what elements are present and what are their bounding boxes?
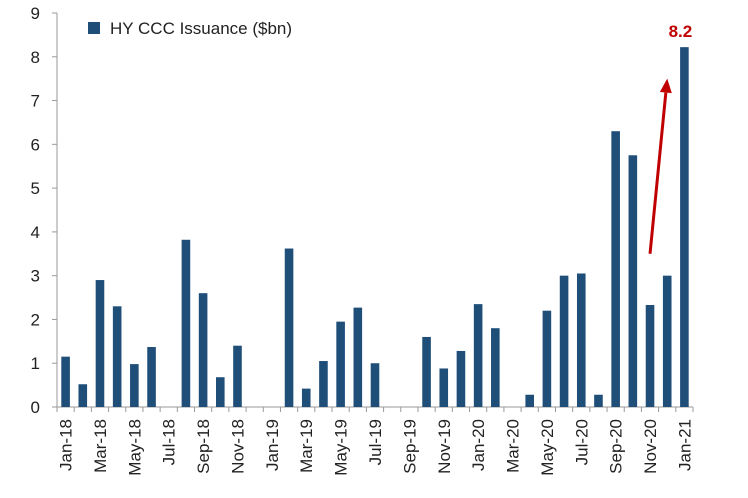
- bar-jul-20: [576, 273, 586, 407]
- x-tick-label: Nov-20: [641, 419, 660, 474]
- bar-may-18: [130, 364, 139, 407]
- y-tick-label: 2: [31, 310, 40, 329]
- bar-jan-21: [680, 47, 689, 407]
- bar-oct-18: [216, 377, 225, 407]
- y-tick-label: 8: [31, 48, 40, 67]
- y-tick-label: 7: [31, 92, 40, 111]
- y-tick-label: 5: [31, 179, 40, 198]
- bar-apr-19: [319, 361, 328, 407]
- y-tick-label: 0: [31, 398, 40, 417]
- bar-nov-20: [645, 304, 655, 407]
- annotation: 8.2: [648, 22, 693, 254]
- x-tick-label: Jul-19: [366, 419, 385, 465]
- bar-jan-20: [473, 304, 483, 407]
- bars: [61, 47, 689, 407]
- bar-sep-20: [611, 131, 620, 407]
- x-tick-label: Nov-19: [435, 419, 454, 474]
- x-tick-label: Mar-19: [297, 419, 316, 473]
- x-axis: Jan-18 Mar-18 May-18 Jul-18 Sep-18 Nov-18 Jan-…: [56, 406, 694, 476]
- legend-label: HY CCC Issuance ($bn): [110, 19, 292, 38]
- x-tick-label: May-20: [538, 419, 557, 476]
- bar-feb-19: [284, 248, 294, 407]
- x-tick-label: Jan-19: [263, 419, 282, 471]
- x-tick-label: Sep-18: [194, 419, 213, 474]
- bar-feb-18: [78, 384, 88, 407]
- x-tick-label: May-18: [125, 419, 144, 476]
- x-tick-label: Jan-20: [469, 419, 488, 471]
- legend: HY CCC Issuance ($bn): [88, 19, 292, 38]
- x-tick-label: Jan-18: [57, 419, 76, 471]
- y-tick-label: 6: [31, 135, 40, 154]
- x-tick-label: Nov-18: [228, 419, 247, 474]
- bar-oct-19: [422, 336, 431, 407]
- x-tick-label: Mar-20: [504, 419, 523, 473]
- x-tick-label: Jan-21: [675, 419, 694, 471]
- annotation-label: 8.2: [669, 22, 693, 41]
- bar-may-19: [336, 321, 345, 407]
- bar-aug-20: [594, 394, 603, 407]
- x-tick-label: Sep-19: [400, 419, 419, 474]
- annotation-arrow: [648, 92, 668, 254]
- bar-sep-18: [198, 293, 208, 407]
- bar-feb-20: [491, 328, 500, 407]
- x-tick-label: Jul-20: [572, 419, 591, 465]
- x-tick-label: Sep-20: [607, 419, 626, 474]
- legend-swatch: [88, 22, 100, 34]
- bar-mar-18: [95, 280, 105, 407]
- annotation-arrowhead: [659, 78, 672, 94]
- bar-dec-19: [456, 350, 466, 407]
- bar-jul-19: [370, 363, 380, 407]
- bar-aug-18: [181, 239, 191, 407]
- x-tick-label: Jul-18: [160, 419, 179, 465]
- y-axis: 0 1 2 3 4 5 6 7 8 9: [31, 4, 58, 417]
- bar-jan-18: [61, 356, 70, 407]
- bar-mar-19: [301, 388, 311, 407]
- bar-apr-20: [525, 394, 534, 407]
- y-tick-label: 3: [31, 267, 40, 286]
- bar-dec-20: [662, 275, 672, 407]
- bar-oct-20: [628, 155, 638, 407]
- bar-jun-18: [147, 347, 156, 407]
- x-tick-label: May-19: [332, 419, 351, 476]
- x-tick-label: Mar-18: [91, 419, 110, 473]
- bar-may-20: [542, 310, 552, 407]
- bar-apr-18: [112, 306, 122, 407]
- bar-jun-19: [353, 307, 363, 407]
- y-tick-label: 4: [31, 223, 40, 242]
- y-tick-label: 9: [31, 4, 40, 23]
- bar-nov-19: [439, 368, 449, 407]
- bar-jun-20: [559, 275, 569, 407]
- bar-nov-18: [233, 345, 242, 407]
- y-tick-label: 1: [31, 354, 40, 373]
